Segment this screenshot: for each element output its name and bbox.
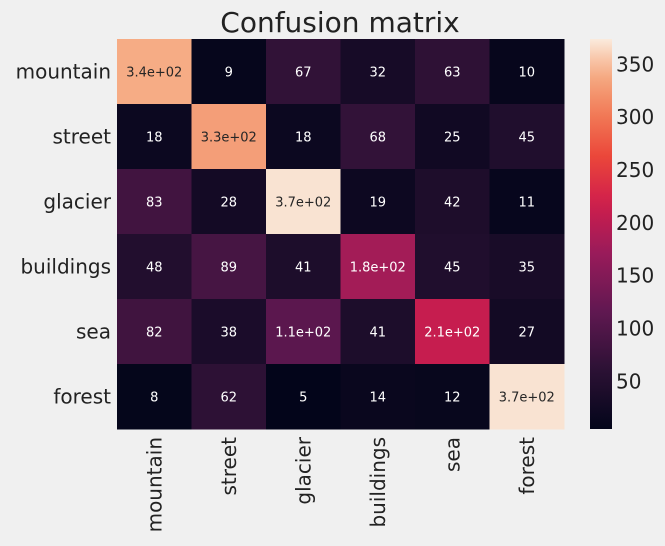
row-tick-label: buildings — [20, 255, 111, 279]
heatmap-cell — [340, 234, 416, 300]
cell-value-label: 14 — [369, 391, 386, 406]
heatmap-cell — [415, 104, 490, 170]
cell-value-label: 1.8e+02 — [350, 261, 406, 276]
colorbar-tick-label: 150 — [616, 264, 654, 288]
row-tick-label: street — [53, 125, 112, 149]
cell-value-label: 35 — [518, 261, 535, 276]
cell-value-label: 45 — [444, 261, 461, 276]
heatmap-cell — [266, 299, 341, 365]
heatmap-cell — [489, 169, 565, 235]
cell-value-label: 45 — [518, 131, 535, 146]
cell-value-label: 83 — [146, 196, 163, 211]
colorbar-tick-label: 250 — [616, 158, 654, 182]
heatmap-cell — [117, 39, 192, 105]
cell-value-label: 68 — [369, 131, 386, 146]
row-tick-label: mountain — [16, 60, 111, 84]
cell-value-label: 27 — [518, 326, 535, 341]
cell-value-label: 41 — [295, 261, 312, 276]
row-tick-labels: mountain street glacier buildings sea forest — [16, 60, 112, 409]
heatmap-cell — [117, 299, 192, 365]
column-tick-label: street — [217, 437, 241, 496]
heatmap-cell — [489, 364, 565, 430]
heatmap-cell — [117, 234, 192, 300]
heatmap-cell — [489, 39, 565, 105]
cell-value-label: 48 — [146, 261, 163, 276]
heatmap-cell — [415, 364, 490, 430]
colorbar: 50 100 150 200 250 300 350 — [590, 39, 654, 429]
colorbar-tick-label: 100 — [616, 317, 654, 341]
cell-value-label: 2.1e+02 — [424, 326, 480, 341]
cell-value-label: 63 — [444, 66, 461, 81]
heatmap-cell — [117, 104, 192, 170]
cell-value-label: 67 — [295, 66, 312, 81]
cell-value-label: 19 — [369, 196, 386, 211]
cell-value-label: 25 — [444, 131, 461, 146]
heatmap-cell — [191, 169, 267, 235]
heatmap-grid: 3.4e+02 9 67 32 63 10 18 3.3e+02 18 68 25 45 83 28 3.7… — [117, 39, 565, 430]
heatmap-cell — [415, 299, 490, 365]
heatmap-cell — [489, 299, 565, 365]
heatmap-cell — [489, 104, 565, 170]
cell-value-label: 18 — [295, 131, 312, 146]
colorbar-tick-label: 50 — [616, 369, 641, 393]
cell-value-label: 28 — [220, 196, 237, 211]
heatmap-cell — [415, 39, 490, 105]
heatmap-cell — [191, 299, 267, 365]
heatmap-cell — [117, 169, 192, 235]
colorbar-tick-label: 350 — [616, 52, 654, 76]
cell-value-label: 11 — [518, 196, 535, 211]
heatmap-cell — [340, 364, 416, 430]
heatmap-cell — [191, 364, 267, 430]
column-tick-label: glacier — [291, 436, 315, 504]
heatmap-cell — [489, 234, 565, 300]
heatmap-cell — [340, 39, 416, 105]
heatmap-cell — [415, 169, 490, 235]
heatmap-cell — [266, 39, 341, 105]
heatmap-cell — [266, 364, 341, 430]
cell-value-label: 5 — [299, 391, 307, 406]
heatmap-cell — [191, 104, 267, 170]
column-tick-label: sea — [440, 437, 464, 472]
row-tick-label: sea — [76, 320, 111, 344]
colorbar-tick-label: 200 — [616, 211, 654, 235]
heatmap-cell — [415, 234, 490, 300]
column-tick-label: mountain — [142, 437, 166, 532]
cell-value-label: 32 — [369, 66, 386, 81]
cell-value-label: 10 — [518, 66, 535, 81]
column-tick-labels: mountain street glacier buildings sea forest — [142, 436, 539, 532]
heatmap-cell — [266, 234, 341, 300]
cell-value-label: 62 — [220, 391, 237, 406]
heatmap-cell — [117, 364, 192, 430]
heatmap-cell — [191, 234, 267, 300]
column-tick-label: buildings — [366, 437, 390, 528]
heatmap-cell — [340, 104, 416, 170]
cell-value-label: 38 — [220, 326, 237, 341]
cell-value-label: 3.4e+02 — [126, 66, 182, 81]
cell-value-label: 42 — [444, 196, 461, 211]
cell-value-label: 18 — [146, 131, 163, 146]
cell-value-label: 41 — [369, 326, 386, 341]
cell-value-label: 1.1e+02 — [275, 326, 331, 341]
cell-value-label: 3.3e+02 — [201, 131, 257, 146]
cell-value-label: 82 — [146, 326, 163, 341]
colorbar-gradient — [590, 39, 612, 429]
cell-value-label: 12 — [444, 391, 461, 406]
row-tick-label: glacier — [43, 190, 111, 214]
cell-value-label: 89 — [220, 261, 237, 276]
cell-value-label: 3.7e+02 — [499, 391, 555, 406]
heatmap-cell — [340, 169, 416, 235]
heatmap-cell — [266, 169, 341, 235]
row-tick-label: forest — [53, 385, 111, 409]
chart-title: Confusion matrix — [220, 6, 459, 39]
column-tick-label: forest — [515, 437, 539, 495]
heatmap-cell — [340, 299, 416, 365]
colorbar-tick-label: 300 — [616, 105, 654, 129]
heatmap-cell — [266, 104, 341, 170]
heatmap-cell — [191, 39, 267, 105]
cell-value-label: 3.7e+02 — [275, 196, 331, 211]
cell-value-label: 9 — [225, 66, 233, 81]
cell-value-label: 8 — [150, 391, 158, 406]
